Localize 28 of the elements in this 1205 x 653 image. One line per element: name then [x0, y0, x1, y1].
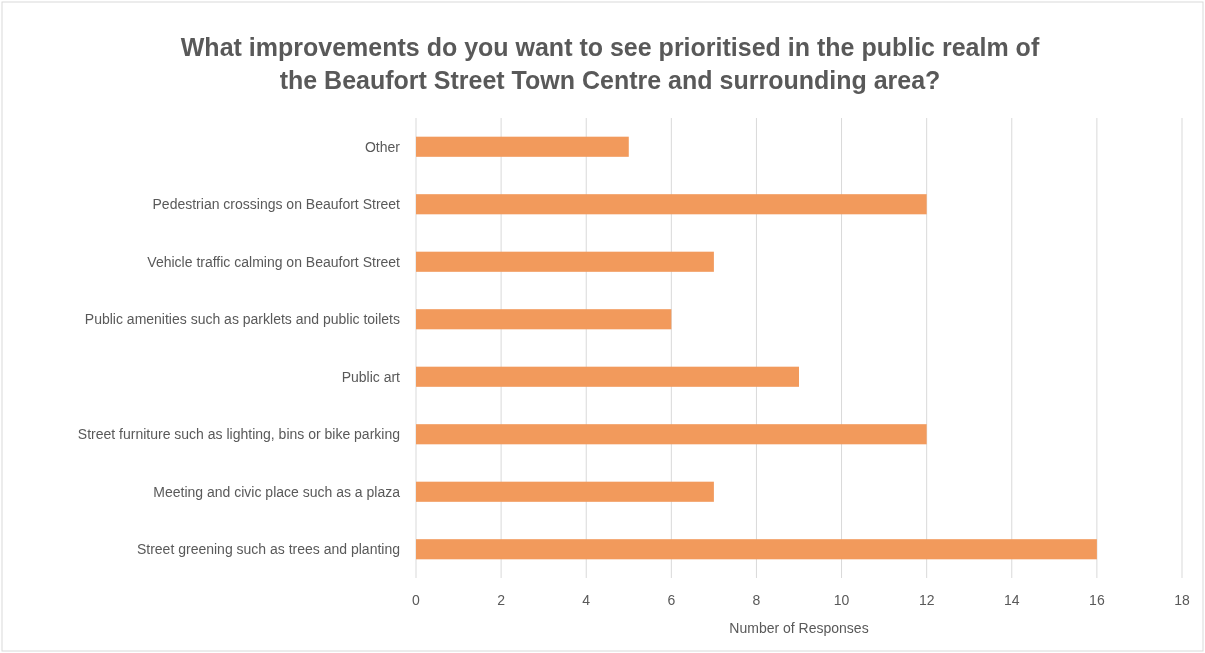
bar [416, 481, 714, 502]
y-tick-label: Pedestrian crossings on Beaufort Street [152, 196, 401, 213]
x-axis-title: Number of Responses [729, 620, 869, 636]
chart-title: What improvements do you want to see prioritised in the public realm of the Beaufort Street Town Centre and surrounding area? [180, 33, 1040, 94]
bar [416, 539, 1097, 560]
x-tick-label: 2 [497, 592, 506, 608]
bar [416, 136, 629, 157]
y-tick-label: Other [364, 138, 401, 155]
bar [416, 309, 672, 330]
x-tick-label: 0 [412, 592, 421, 608]
x-tick-label: 18 [1174, 592, 1190, 608]
y-tick-label: Vehicle traffic calming on Beaufort Street [147, 253, 401, 270]
x-tick-label: 14 [1003, 592, 1020, 608]
bar [416, 366, 799, 387]
y-tick-label: Street greening such as trees and planting [136, 541, 400, 558]
x-tick-label: 8 [752, 592, 761, 608]
y-tick-label: Meeting and civic place such as a plaza [153, 483, 401, 500]
x-tick-label: 10 [833, 592, 850, 608]
y-tick-label: Public art [341, 368, 401, 385]
x-tick-label: 16 [1089, 592, 1105, 608]
x-tick-label: 4 [582, 592, 591, 608]
bar [416, 194, 927, 215]
bar [416, 251, 714, 272]
x-tick-label: 6 [667, 592, 676, 608]
y-tick-label: Street furniture such as lighting, bins or bike parking [77, 426, 400, 443]
y-tick-label: Public amenities such as parklets and public toilets [84, 311, 400, 328]
x-tick-label: 12 [918, 592, 935, 608]
bar [416, 424, 927, 445]
